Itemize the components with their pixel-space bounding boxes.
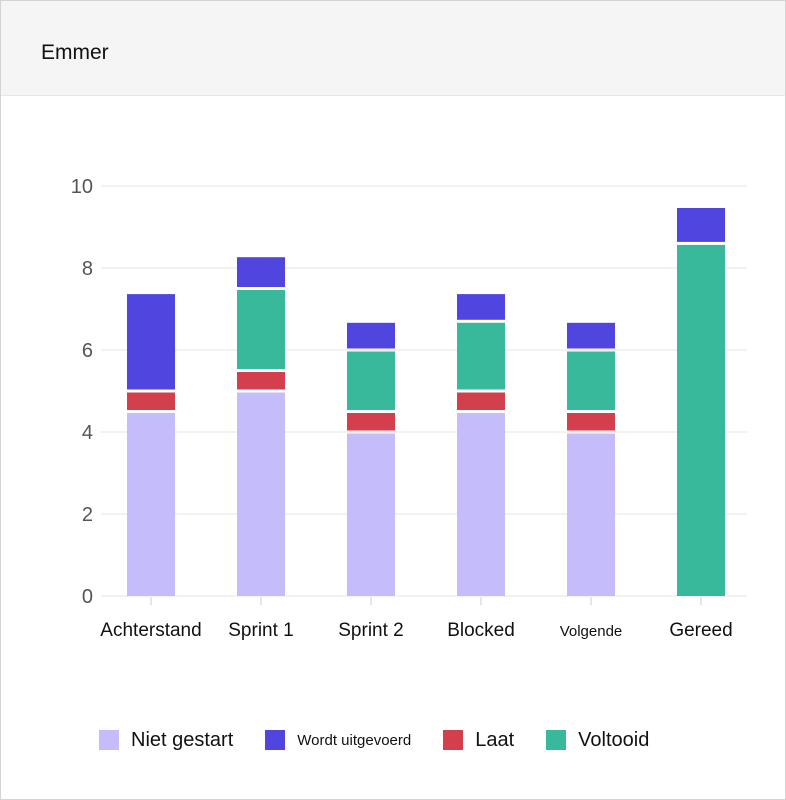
bar-segment-laat <box>127 392 175 410</box>
x-tick-label: Achterstand <box>100 620 201 641</box>
y-tick-label: 4 <box>82 422 93 444</box>
bar-segment-laat <box>567 413 615 431</box>
legend-item: Voltooid <box>546 729 649 752</box>
chart-legend: Niet gestart Wordt uitgevoerd Laat Voltooid <box>99 725 681 755</box>
x-tick-label: Sprint 2 <box>338 620 403 641</box>
bar-segment-niet-gestart <box>457 413 505 596</box>
card-title: Emmer <box>41 41 109 64</box>
legend-swatch <box>265 730 286 750</box>
legend-label: Laat <box>475 728 515 751</box>
bar-segment-wordt-uitgevoerd <box>127 294 175 390</box>
card-header: Emmer <box>1 1 785 96</box>
bar-segment-wordt-uitgevoerd <box>677 208 725 242</box>
bar-segment-laat <box>457 392 505 410</box>
legend-swatch <box>546 730 567 750</box>
bar-segment-voltooid <box>347 351 395 410</box>
legend-swatch <box>443 730 464 750</box>
bar-segment-niet-gestart <box>347 433 395 596</box>
legend-item: Wordt uitgevoerd <box>265 730 411 750</box>
bar-segment-voltooid <box>567 351 615 410</box>
legend-item: Niet gestart <box>99 729 233 752</box>
bar-segment-niet-gestart <box>127 413 175 596</box>
bar-segment-wordt-uitgevoerd <box>237 257 285 287</box>
bar-segment-laat <box>237 372 285 390</box>
y-tick-label: 2 <box>82 504 93 526</box>
y-tick-label: 10 <box>71 176 93 198</box>
x-tick-label: Sprint 1 <box>228 620 293 641</box>
bar-segment-niet-gestart <box>237 392 285 596</box>
y-tick-label: 0 <box>82 586 93 608</box>
x-tick-label: Blocked <box>447 620 515 641</box>
legend-label: Niet gestart <box>131 728 234 751</box>
x-tick-label: Volgende <box>560 623 623 640</box>
legend-item: Laat <box>443 729 514 752</box>
bar-segment-wordt-uitgevoerd <box>567 322 615 349</box>
bar-segment-voltooid <box>677 244 725 596</box>
y-tick-label: 6 <box>82 340 93 362</box>
x-tick-label: Gereed <box>669 620 732 641</box>
bar-segment-laat <box>347 413 395 431</box>
bar-segment-voltooid <box>237 290 285 369</box>
stacked-bar-chart: 0 2 4 6 8 10 Achterstand Sprint 1 Sprint 2 Blocke… <box>71 176 747 641</box>
y-tick-label: 8 <box>82 258 93 280</box>
legend-label: Voltooid <box>578 728 650 751</box>
bar-segment-voltooid <box>457 322 505 390</box>
bar-segment-wordt-uitgevoerd <box>347 322 395 349</box>
bar-segment-niet-gestart <box>567 433 615 596</box>
legend-swatch <box>99 730 119 750</box>
bar-segment-wordt-uitgevoerd <box>457 294 505 320</box>
legend-label: Wordt uitgevoerd <box>297 731 412 749</box>
